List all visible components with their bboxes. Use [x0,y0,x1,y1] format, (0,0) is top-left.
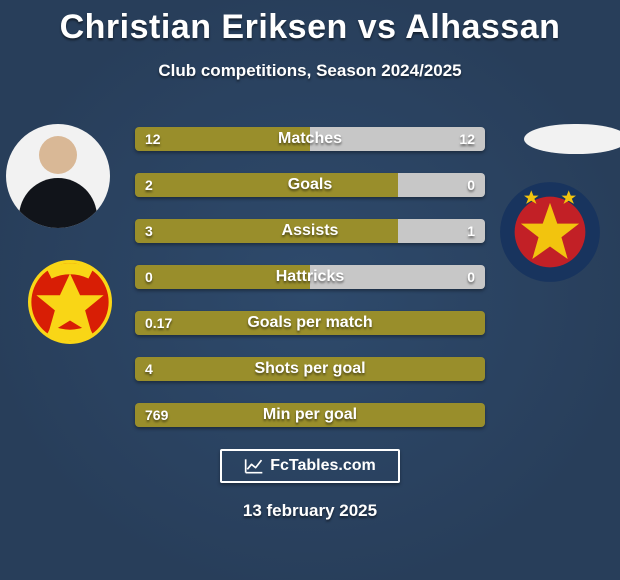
stat-left-value: 12 [145,127,161,151]
stat-bar-left-seg [135,311,485,335]
stat-right-value: 1 [467,219,475,243]
stat-left-value: 2 [145,173,153,197]
chart-icon [244,457,264,475]
stat-bar: 3Assists1 [135,219,485,243]
stat-bar-left-seg [135,173,398,197]
stat-left-value: 3 [145,219,153,243]
page-title: Christian Eriksen vs Alhassan [0,0,620,47]
left-player-avatar [6,124,110,228]
fcsb-crest-icon [498,180,602,284]
stat-bars: 12Matches12 2Goals0 3Assists1 0Hattricks0 0.… [135,127,485,427]
date-label: 13 february 2025 [0,501,620,521]
stat-bar-left-seg [135,127,310,151]
stat-bar-left-seg [135,265,310,289]
watermark-label: FcTables.com [270,457,376,475]
stat-right-value: 0 [467,173,475,197]
right-club-logo [498,180,602,284]
stat-bar: 769Min per goal [135,403,485,427]
stat-bar: 0Hattricks0 [135,265,485,289]
stat-bar: 0.17Goals per match [135,311,485,335]
left-club-logo [28,260,112,344]
stat-left-value: 0 [145,265,153,289]
stat-bar: 12Matches12 [135,127,485,151]
subtitle: Club competitions, Season 2024/2025 [0,61,620,81]
right-player-avatar [524,124,620,154]
stat-left-value: 4 [145,357,153,381]
stat-bar-left-seg [135,219,398,243]
stat-bar: 4Shots per goal [135,357,485,381]
stat-left-value: 0.17 [145,311,172,335]
watermark: FcTables.com [220,449,400,483]
stat-bar: 2Goals0 [135,173,485,197]
stat-bar-left-seg [135,403,485,427]
stat-left-value: 769 [145,403,168,427]
stat-right-value: 0 [467,265,475,289]
stat-bar-right-seg [310,265,485,289]
man-utd-crest-icon [28,260,112,344]
stat-right-value: 12 [459,127,475,151]
stat-bar-left-seg [135,357,485,381]
